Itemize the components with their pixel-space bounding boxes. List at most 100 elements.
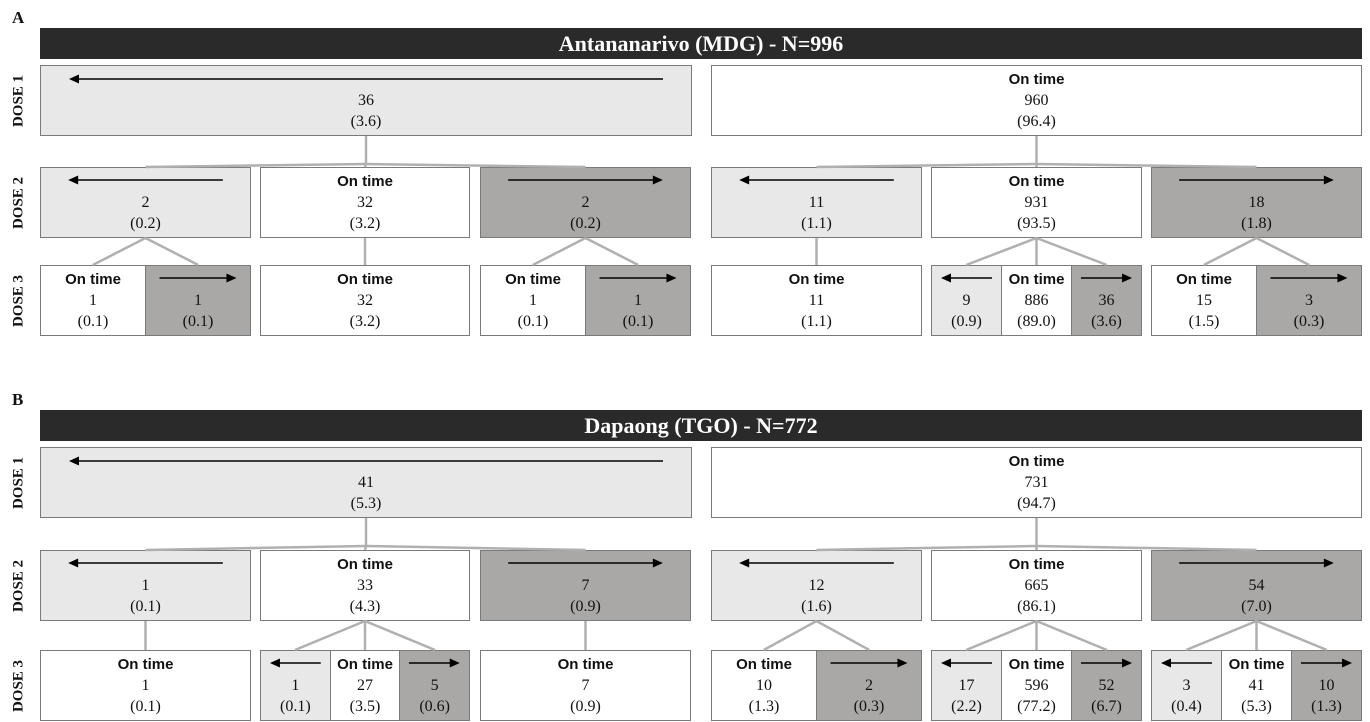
count-value: 886 xyxy=(1024,292,1049,309)
right-arrow-icon xyxy=(599,273,677,283)
percent-value: (0.1) xyxy=(280,698,311,715)
count-value: 2 xyxy=(141,194,150,211)
dose2-node: 1 (0.1) xyxy=(40,550,251,621)
connector-line xyxy=(294,619,366,652)
panel-letter: B xyxy=(12,390,24,409)
left-arrow-icon xyxy=(269,658,321,668)
node-early: 9 (0.9) xyxy=(932,266,1001,335)
count-value: 596 xyxy=(1024,677,1049,694)
percent-value: (0.1) xyxy=(517,313,549,330)
dose3-group: On time 10 (1.3) 2 (0.3) xyxy=(711,650,922,721)
count-value: 1 xyxy=(194,292,202,309)
dose3-group: 3 (0.4) On time 41 (5.3) 10 (1.3) xyxy=(1151,650,1362,721)
node-late: 18 (1.8) xyxy=(1152,168,1361,237)
dose3-group: On time 1 (0.1) 1 (0.1) xyxy=(40,265,251,336)
count-value: 54 xyxy=(1248,577,1265,594)
count-value: 665 xyxy=(1024,577,1049,594)
connector-line xyxy=(965,236,1037,267)
node-on-time: On time 7 (0.9) xyxy=(481,651,690,720)
percent-value: (7.0) xyxy=(1241,598,1272,615)
node-early: 11 (1.1) xyxy=(712,168,921,237)
node-on-time: On time 10 (1.3) xyxy=(712,651,816,720)
count-value: 1 xyxy=(634,292,642,309)
connector-line xyxy=(532,236,587,267)
node-on-time: On time 1 (0.1) xyxy=(41,651,250,720)
node-late: 36 (3.6) xyxy=(1071,266,1141,335)
count-value: 32 xyxy=(357,194,373,211)
count-value: 7 xyxy=(581,577,590,594)
node-on-time: On time 886 (89.0) xyxy=(1001,266,1071,335)
dose3-group: 9 (0.9) On time 886 (89.0) 36 (3.6) xyxy=(931,265,1142,336)
dose3-group: On time 7 (0.9) xyxy=(480,650,691,721)
count-value: 12 xyxy=(808,577,825,594)
left-arrow-icon xyxy=(69,456,663,466)
node-early: 3 (0.4) xyxy=(1152,651,1221,720)
node-on-time: On time 960 (96.4) xyxy=(712,66,1361,135)
on-time-label: On time xyxy=(337,271,393,288)
on-time-label: On time xyxy=(788,271,845,288)
node-early: 12 (1.6) xyxy=(712,551,921,620)
left-arrow-icon xyxy=(69,74,663,84)
percent-value: (0.9) xyxy=(570,698,601,715)
dose3-group: On time 1 (0.1) xyxy=(40,650,251,721)
node-early: 17 (2.2) xyxy=(932,651,1001,720)
connector-line xyxy=(584,236,639,267)
panel-title: Dapaong (TGO) - N=772 xyxy=(40,410,1362,441)
dose2-node: 11 (1.1) xyxy=(711,167,922,238)
percent-value: (77.2) xyxy=(1017,698,1056,715)
dose3-group: On time 1 (0.1) 1 (0.1) xyxy=(480,265,691,336)
percent-value: (0.2) xyxy=(570,215,601,232)
count-value: 10 xyxy=(1318,677,1335,694)
node-on-time: On time 11 (1.1) xyxy=(712,266,921,335)
right-arrow-icon xyxy=(1270,273,1348,283)
percent-value: (1.1) xyxy=(801,215,832,232)
right-arrow-icon xyxy=(508,558,663,568)
percent-value: (1.5) xyxy=(1188,313,1220,330)
node-on-time: On time 33 (4.3) xyxy=(261,551,469,620)
dose1-node: On time 731 (94.7) xyxy=(711,447,1362,518)
count-value: 10 xyxy=(756,677,772,694)
on-time-label: On time xyxy=(1008,453,1065,470)
percent-value: (0.3) xyxy=(853,698,885,715)
percent-value: (5.3) xyxy=(1241,698,1272,715)
node-on-time: On time 41 (5.3) xyxy=(1221,651,1291,720)
count-value: 931 xyxy=(1024,194,1049,211)
percent-value: (3.6) xyxy=(1091,313,1122,330)
left-arrow-icon xyxy=(739,175,894,185)
percent-value: (1.3) xyxy=(1311,698,1342,715)
percent-value: (0.1) xyxy=(622,313,654,330)
percent-value: (3.2) xyxy=(349,313,381,330)
count-value: 36 xyxy=(1098,292,1115,309)
dose1-node: 36 (3.6) xyxy=(40,65,692,136)
percent-value: (1.6) xyxy=(801,598,832,615)
percent-value: (6.7) xyxy=(1091,698,1122,715)
node-on-time: On time 15 (1.5) xyxy=(1152,266,1256,335)
count-value: 1 xyxy=(141,677,150,694)
dose2-node: 2 (0.2) xyxy=(480,167,691,238)
dose2-node: 2 (0.2) xyxy=(40,167,251,238)
percent-value: (0.6) xyxy=(419,698,450,715)
dose3-group: On time 15 (1.5) 3 (0.3) xyxy=(1151,265,1362,336)
node-on-time: On time 731 (94.7) xyxy=(712,448,1361,517)
right-arrow-icon xyxy=(159,273,237,283)
percent-value: (2.2) xyxy=(951,698,982,715)
count-value: 32 xyxy=(357,292,373,309)
on-time-label: On time xyxy=(117,656,174,673)
count-value: 1 xyxy=(291,677,300,694)
count-value: 41 xyxy=(358,474,374,491)
left-arrow-icon xyxy=(940,273,993,283)
node-early: 1 (0.1) xyxy=(261,651,330,720)
node-on-time: On time 665 (86.1) xyxy=(932,551,1141,620)
node-on-time: On time 596 (77.2) xyxy=(1001,651,1071,720)
percent-value: (0.1) xyxy=(130,698,161,715)
node-late: 54 (7.0) xyxy=(1152,551,1361,620)
node-early: 2 (0.2) xyxy=(41,168,250,237)
connector-line xyxy=(815,619,870,652)
on-time-label: On time xyxy=(557,656,614,673)
left-arrow-icon xyxy=(739,558,894,568)
percent-value: (0.3) xyxy=(1293,313,1325,330)
dose-label: DOSE 2 xyxy=(10,176,27,230)
dose2-node: 12 (1.6) xyxy=(711,550,922,621)
node-late: 2 (0.2) xyxy=(481,168,690,237)
dose2-node: On time 33 (4.3) xyxy=(260,550,470,621)
